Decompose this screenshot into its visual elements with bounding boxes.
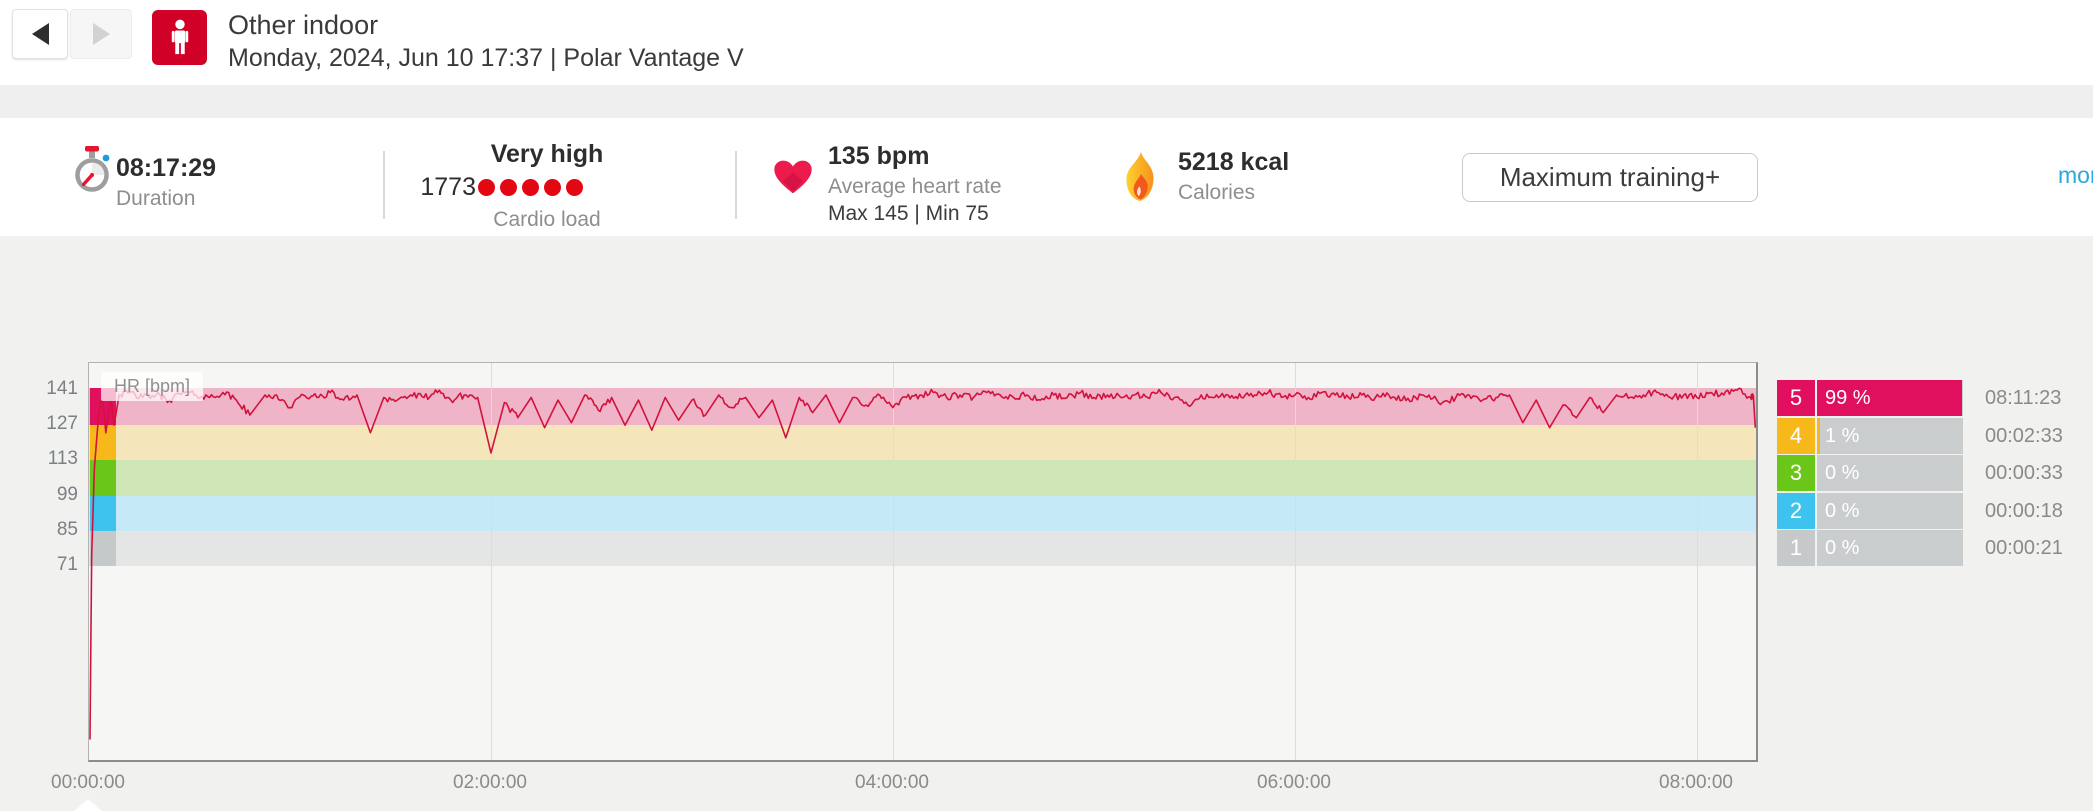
gridline [893, 363, 894, 760]
cardio-load-dot [522, 179, 539, 196]
cardio-load-label: Cardio load [493, 208, 601, 231]
y-tick-label: 71 [56, 554, 78, 575]
calories-stat: 5218 kcal Calories [1178, 148, 1289, 205]
back-arrow-icon [31, 23, 49, 45]
avg-hr-value: 135 bpm [828, 142, 930, 170]
gridline [1295, 363, 1296, 760]
zone-number-badge: 1 [1777, 530, 1815, 566]
zone-percent-bar: 0 % [1817, 455, 1963, 491]
avg-hr-label: Average heart rate [828, 175, 1002, 198]
more-link[interactable]: more [2058, 162, 2093, 188]
zone-percent-bar: 1 % [1817, 417, 1963, 454]
header: Other indoor Monday, 2024, Jun 10 17:37 … [0, 0, 2093, 85]
stats-divider [735, 151, 737, 219]
zone-percent-fill [1817, 380, 1962, 416]
hr-zone-band [89, 425, 1756, 460]
zone-number-badge: 4 [1777, 417, 1815, 454]
calories-value: 5218 kcal [1178, 148, 1290, 176]
training-benefit-button[interactable]: Maximum training+ [1462, 153, 1758, 202]
zone-percent-label: 0 % [1825, 499, 1860, 522]
page-title: Other indoor [228, 10, 379, 40]
heart-icon [774, 160, 812, 194]
gridline [491, 363, 492, 760]
duration-value: 08:17:29 [116, 154, 217, 182]
cardio-load-value: 1773 [420, 173, 476, 201]
y-tick-label: 85 [56, 518, 78, 540]
cardio-load-level: Very high [490, 140, 604, 168]
back-button[interactable] [12, 9, 68, 59]
hr-zone-strip-segment [90, 425, 116, 460]
hr-zone-band [89, 496, 1756, 531]
hr-zone-band [89, 388, 1756, 425]
cardio-load-dots [478, 179, 583, 196]
forward-button[interactable] [70, 9, 132, 59]
x-tick-label: 00:00:00 [51, 772, 125, 793]
cardio-load-dot [566, 179, 583, 196]
y-tick-label: 113 [47, 448, 78, 470]
zone-time-label: 00:00:21 [1985, 537, 2063, 559]
cardio-load-dot [478, 179, 495, 196]
timeline-slider-handle[interactable] [72, 799, 104, 811]
zone-percent-label: 99 % [1825, 387, 1871, 409]
hr-axis-title: HR [bpm] [101, 372, 204, 401]
hr-chart-plot-area[interactable]: HR [bpm] [88, 362, 1758, 762]
y-tick-label: 141 [46, 378, 78, 399]
zone-row-3: 3 0 % 00:00:33 [1777, 455, 2093, 491]
session-datetime-device: Monday, 2024, Jun 10 17:37 | Polar Vanta… [228, 44, 744, 72]
stopwatch-icon [75, 146, 110, 192]
cardio-load-stat: Very high 1773 Cardio load [408, 140, 618, 232]
x-tick-label: 08:00:00 [1659, 772, 1733, 793]
zone-percent-bar: 99 % [1817, 380, 1963, 416]
gridline [1697, 363, 1698, 760]
hr-zone-strip-segment [90, 496, 116, 531]
x-tick-label: 06:00:00 [1257, 772, 1331, 793]
cardio-load-dot [544, 179, 561, 196]
zone-number-badge: 2 [1777, 492, 1815, 529]
zone-number-badge: 5 [1777, 380, 1815, 416]
stats-divider [383, 151, 385, 219]
zone-percent-bar: 0 % [1817, 530, 1963, 566]
zone-percent-fill [1817, 417, 1820, 454]
zone-time-label: 08:11:23 [1985, 387, 2062, 409]
sport-other-indoor-icon [152, 10, 207, 65]
hr-zone-strip-segment [90, 531, 116, 566]
zone-row-1: 1 0 % 00:00:21 [1777, 530, 2093, 566]
summary-stats-bar: 08:17:29 Duration Very high 1773 Cardio … [0, 118, 2093, 236]
duration-stat: 08:17:29 Duration [116, 154, 216, 211]
cardio-load-dot [500, 179, 517, 196]
hr-max-min: Max 145 | Min 75 [828, 202, 989, 225]
zone-time-label: 00:00:18 [1985, 499, 2063, 522]
flame-icon [1126, 152, 1154, 201]
zone-percent-bar: 0 % [1817, 492, 1963, 529]
zone-percent-label: 0 % [1825, 537, 1860, 559]
zone-row-4: 4 1 % 00:02:33 [1777, 417, 2093, 454]
zone-number-badge: 3 [1777, 455, 1815, 491]
x-tick-label: 04:00:00 [855, 772, 929, 793]
hr-zone-band [89, 460, 1756, 496]
zone-percent-label: 1 % [1825, 424, 1860, 447]
header-divider [0, 85, 2093, 118]
x-tick-label: 02:00:00 [453, 772, 527, 793]
forward-arrow-icon [92, 23, 110, 45]
hr-line-series [89, 387, 1756, 740]
zone-percent-label: 0 % [1825, 462, 1860, 484]
hr-zone-band [89, 531, 1756, 566]
y-tick-label: 99 [56, 483, 78, 505]
y-tick-label: 127 [46, 413, 78, 435]
zone-row-5: 5 99 % 08:11:23 [1777, 380, 2093, 416]
calories-label: Calories [1178, 181, 1256, 204]
zone-row-2: 2 0 % 00:00:18 [1777, 492, 2093, 529]
duration-label: Duration [116, 187, 196, 210]
zone-time-label: 00:02:33 [1985, 424, 2063, 447]
zone-time-label: 00:00:33 [1985, 462, 2063, 484]
heart-rate-stat: 135 bpm Average heart rate Max 145 | Min… [828, 142, 1002, 226]
